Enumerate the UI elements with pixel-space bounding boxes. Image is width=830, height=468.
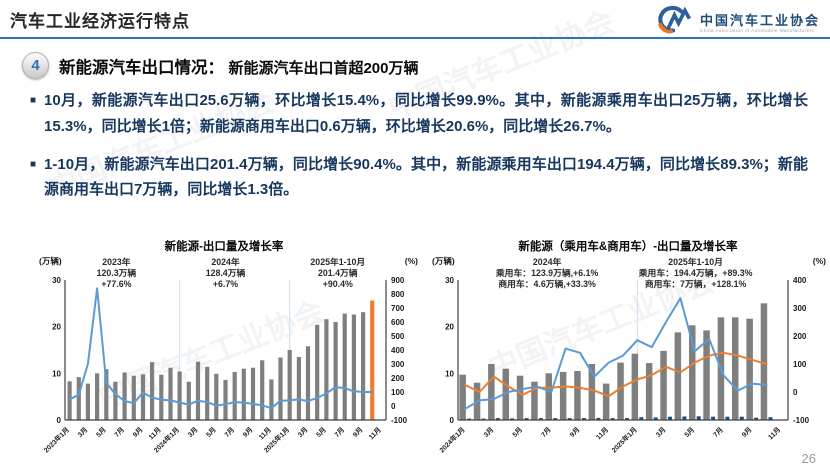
svg-text:(万辆): (万辆) bbox=[432, 256, 455, 266]
section-header: 4 新能源汽车出口情况： 新能源汽车出口首超200万辆 bbox=[22, 52, 418, 79]
chart-nev-export-by-type: 0 10 20 30 400 300 200 100 0 -100 2024年1月 3月 5月 7月 9月 1… bbox=[428, 238, 828, 464]
svg-text:9月: 9月 bbox=[351, 426, 364, 439]
svg-text:2025年1-10月: 2025年1-10月 bbox=[668, 256, 723, 267]
svg-text:(%): (%) bbox=[405, 256, 418, 266]
svg-text:5月: 5月 bbox=[95, 426, 108, 439]
svg-text:0: 0 bbox=[450, 416, 455, 425]
svg-text:2023年1月: 2023年1月 bbox=[42, 425, 71, 454]
svg-text:9月: 9月 bbox=[241, 426, 254, 439]
caam-logo-icon bbox=[654, 4, 694, 42]
svg-text:300: 300 bbox=[391, 360, 405, 369]
svg-text:200: 200 bbox=[391, 374, 405, 383]
svg-text:10: 10 bbox=[445, 369, 454, 378]
svg-text:3月: 3月 bbox=[186, 426, 199, 439]
svg-text:400: 400 bbox=[793, 276, 807, 285]
svg-text:7月: 7月 bbox=[712, 426, 725, 439]
svg-text:2024年: 2024年 bbox=[533, 256, 562, 267]
svg-text:100: 100 bbox=[793, 360, 807, 369]
page-title: 汽车工业经济运行特点 bbox=[10, 12, 190, 31]
svg-text:乘用车：123.9万辆,+6.1%: 乘用车：123.9万辆,+6.1% bbox=[495, 267, 599, 278]
svg-text:700: 700 bbox=[391, 304, 405, 313]
svg-text:11月: 11月 bbox=[767, 426, 783, 442]
svg-text:500: 500 bbox=[391, 332, 405, 341]
svg-text:-100: -100 bbox=[793, 416, 810, 425]
bullet-list: 10月，新能源汽车出口25.6万辆，环比增长15.4%，同比增长99.9%。其中… bbox=[30, 88, 808, 215]
svg-text:800: 800 bbox=[391, 290, 405, 299]
svg-text:0: 0 bbox=[391, 402, 396, 411]
svg-text:400: 400 bbox=[391, 346, 405, 355]
svg-text:900: 900 bbox=[391, 276, 405, 285]
svg-text:2024年: 2024年 bbox=[211, 256, 240, 267]
svg-text:7月: 7月 bbox=[540, 426, 553, 439]
svg-text:11月: 11月 bbox=[595, 426, 611, 442]
svg-text:2024年1月: 2024年1月 bbox=[437, 425, 466, 454]
bullet-item: 1-10月，新能源汽车出口201.4万辆，同比增长90.4%。其中，新能源乘用车… bbox=[30, 152, 808, 204]
svg-text:300: 300 bbox=[793, 304, 807, 313]
svg-text:10: 10 bbox=[52, 369, 61, 378]
org-name-en: China Association of Automobile Manufact… bbox=[699, 28, 815, 33]
svg-text:20: 20 bbox=[52, 323, 61, 332]
svg-text:600: 600 bbox=[391, 318, 405, 327]
org-name-cn: 中国汽车工业协会 bbox=[699, 13, 820, 28]
svg-text:20: 20 bbox=[445, 323, 454, 332]
svg-text:商用车：7万辆，+128.1%: 商用车：7万辆，+128.1% bbox=[645, 278, 747, 289]
svg-text:+6.7%: +6.7% bbox=[213, 279, 238, 289]
svg-text:3月: 3月 bbox=[296, 426, 309, 439]
svg-text:乘用车：194.4万辆，+89.3%: 乘用车：194.4万辆，+89.3% bbox=[638, 267, 753, 278]
svg-text:7月: 7月 bbox=[333, 426, 346, 439]
svg-text:11月: 11月 bbox=[147, 426, 163, 442]
svg-text:128.4万辆: 128.4万辆 bbox=[206, 267, 246, 278]
svg-text:7月: 7月 bbox=[223, 426, 236, 439]
svg-text:0: 0 bbox=[793, 388, 798, 397]
svg-text:新能源（乘用车&商用车）-出口量及增长率: 新能源（乘用车&商用车）-出口量及增长率 bbox=[518, 239, 738, 253]
svg-text:100: 100 bbox=[391, 388, 405, 397]
bullet-text: 10月，新能源汽车出口25.6万辆，环比增长15.4%，同比增长99.9%。其中… bbox=[44, 92, 808, 135]
svg-text:30: 30 bbox=[52, 276, 61, 285]
svg-text:3月: 3月 bbox=[76, 426, 89, 439]
charts-row: 0 10 20 30 900 800 700 600 500 400 300 200 100 0 -100 2… bbox=[28, 238, 828, 464]
svg-text:+77.6%: +77.6% bbox=[101, 279, 131, 289]
section-subtitle: 新能源汽车出口首超200万辆 bbox=[228, 59, 419, 77]
svg-text:(万辆): (万辆) bbox=[39, 256, 62, 266]
svg-text:(%): (%) bbox=[813, 256, 826, 266]
svg-text:201.4万辆: 201.4万辆 bbox=[318, 267, 358, 278]
bullet-text: 1-10月，新能源汽车出口201.4万辆，同比增长90.4%。其中，新能源乘用车… bbox=[44, 155, 808, 199]
svg-text:2025年1-10月: 2025年1-10月 bbox=[310, 256, 365, 267]
section-title: 新能源汽车出口情况： bbox=[59, 58, 224, 77]
header-divider bbox=[0, 37, 830, 39]
svg-text:0: 0 bbox=[57, 416, 62, 425]
svg-text:+90.4%: +90.4% bbox=[323, 279, 353, 289]
svg-text:5月: 5月 bbox=[683, 426, 696, 439]
svg-text:新能源-出口量及增长率: 新能源-出口量及增长率 bbox=[165, 239, 284, 253]
caam-logo: 中国汽车工业协会 China Association of Automobile… bbox=[654, 4, 820, 42]
svg-text:120.3万辆: 120.3万辆 bbox=[97, 267, 137, 278]
svg-text:9月: 9月 bbox=[740, 426, 753, 439]
svg-text:3月: 3月 bbox=[482, 426, 495, 439]
svg-text:-100: -100 bbox=[391, 416, 408, 425]
bullet-item: 10月，新能源汽车出口25.6万辆，环比增长15.4%，同比增长99.9%。其中… bbox=[30, 88, 808, 140]
svg-text:9月: 9月 bbox=[568, 426, 581, 439]
chart-nev-export-total: 0 10 20 30 900 800 700 600 500 400 300 200 100 0 -100 2… bbox=[28, 238, 420, 464]
svg-text:11月: 11月 bbox=[367, 426, 383, 442]
svg-text:5月: 5月 bbox=[511, 426, 524, 439]
svg-text:2025年1月: 2025年1月 bbox=[609, 425, 638, 454]
svg-text:9月: 9月 bbox=[131, 426, 144, 439]
svg-text:7月: 7月 bbox=[113, 426, 126, 439]
svg-text:2023年: 2023年 bbox=[102, 256, 131, 267]
svg-text:商用车：4.6万辆,+33.3%: 商用车：4.6万辆,+33.3% bbox=[498, 278, 596, 289]
svg-text:5月: 5月 bbox=[315, 426, 328, 439]
svg-text:30: 30 bbox=[445, 276, 454, 285]
section-number-badge: 4 bbox=[22, 52, 49, 79]
svg-text:3月: 3月 bbox=[654, 426, 667, 439]
svg-text:5月: 5月 bbox=[205, 426, 218, 439]
page-number: 26 bbox=[801, 451, 816, 466]
svg-text:11月: 11月 bbox=[257, 426, 273, 442]
svg-text:200: 200 bbox=[793, 332, 807, 341]
